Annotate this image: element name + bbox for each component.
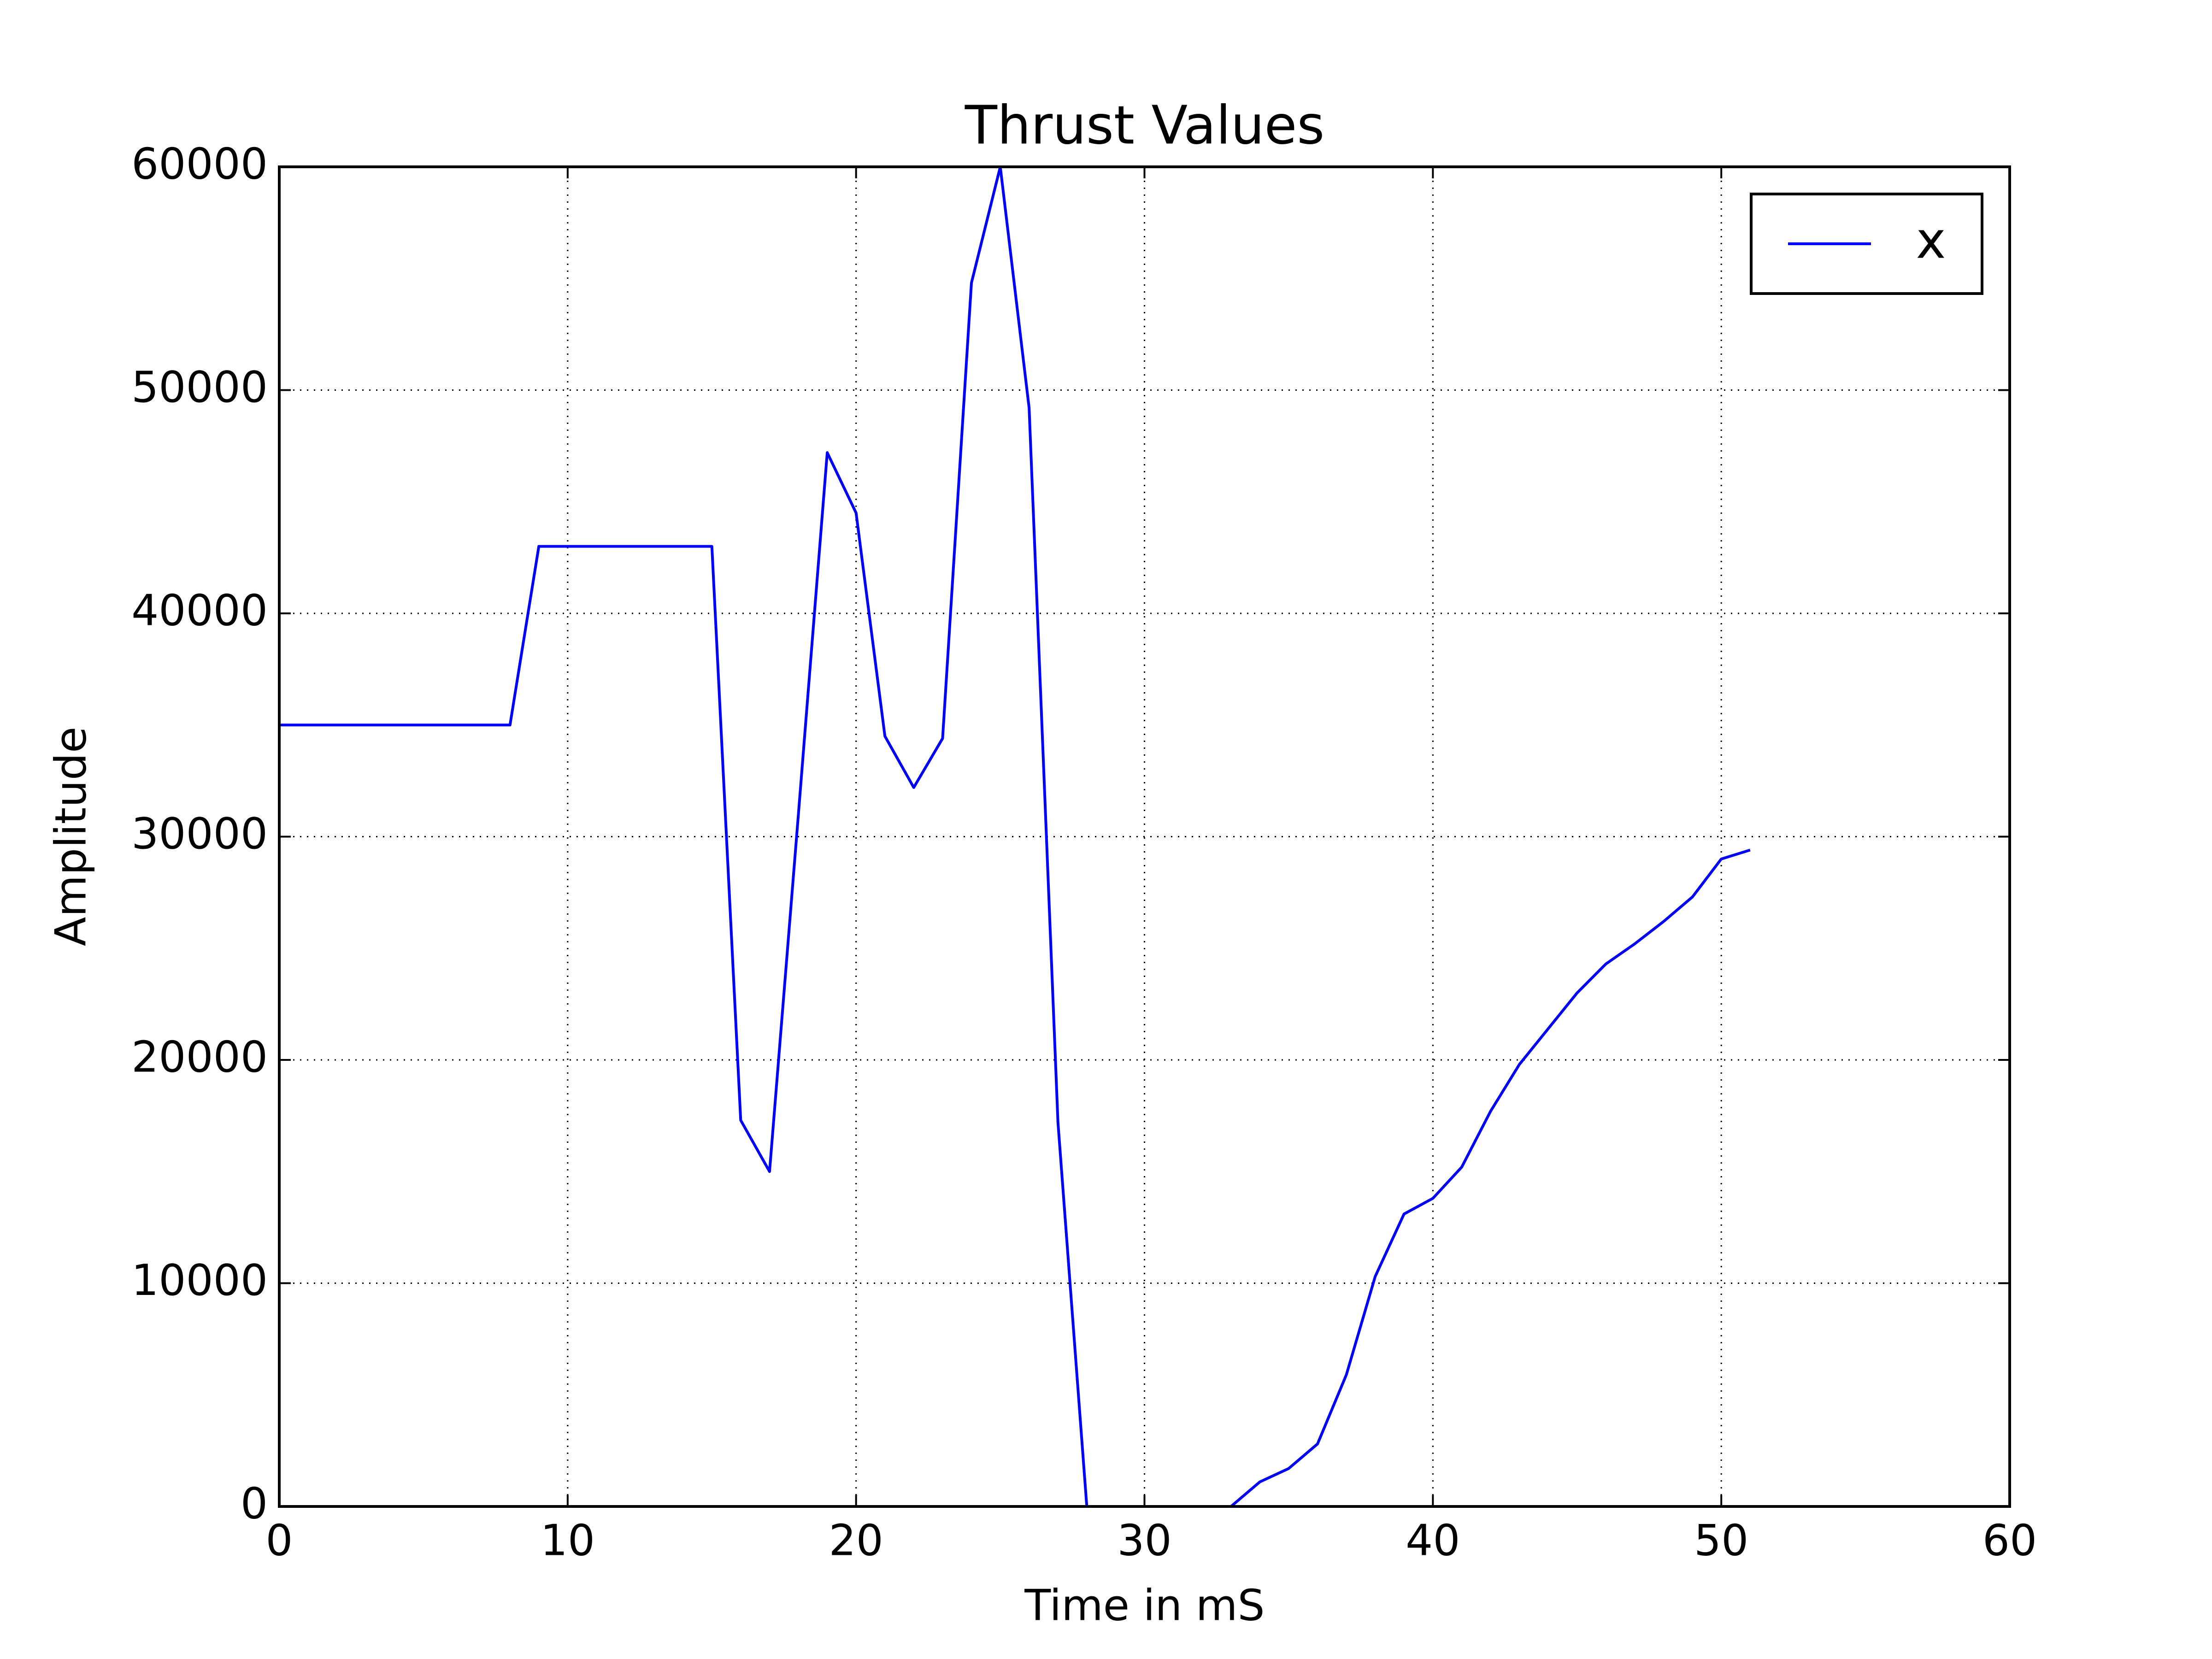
x-tick-label: 20 bbox=[829, 1515, 883, 1565]
x-tick-label: 60 bbox=[1983, 1515, 2037, 1565]
x-tick-label: 40 bbox=[1406, 1515, 1460, 1565]
y-tick-label: 0 bbox=[241, 1478, 268, 1528]
x-tick-label: 50 bbox=[1694, 1515, 1748, 1565]
y-tick-label: 10000 bbox=[131, 1255, 268, 1305]
y-tick-label: 50000 bbox=[131, 362, 268, 412]
x-tick-label: 0 bbox=[265, 1515, 293, 1565]
data-line bbox=[279, 165, 1751, 1508]
y-tick-label: 40000 bbox=[131, 585, 268, 635]
y-tick-label: 60000 bbox=[131, 139, 268, 188]
plot-frame bbox=[278, 165, 2011, 1508]
legend-label: x bbox=[1916, 211, 1946, 270]
x-axis-label: Time in mS bbox=[1024, 1580, 1265, 1630]
x-tick-label: 30 bbox=[1117, 1515, 1171, 1565]
chart-title: Thrust Values bbox=[965, 95, 1325, 157]
y-axis-label: Amplitude bbox=[46, 727, 95, 947]
y-tick-label: 30000 bbox=[131, 809, 268, 859]
y-tick-label: 20000 bbox=[131, 1032, 268, 1082]
x-tick-label: 10 bbox=[541, 1515, 595, 1565]
